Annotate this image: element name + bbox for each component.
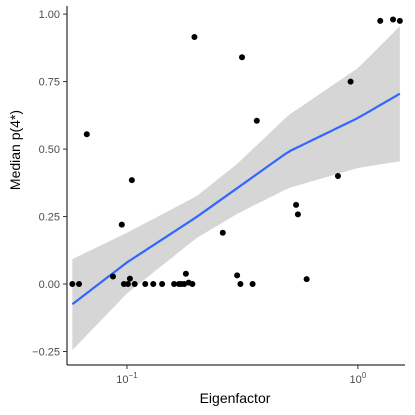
y-tick-label: −0.25 [32, 347, 60, 359]
data-point [377, 17, 384, 24]
data-point [253, 117, 260, 124]
data-point [171, 281, 178, 288]
data-point [124, 281, 131, 288]
data-point [126, 275, 133, 282]
data-point [118, 221, 125, 228]
data-point [234, 272, 241, 279]
data-point [293, 201, 300, 208]
data-point [159, 281, 166, 288]
data-point [69, 281, 76, 288]
data-point [182, 270, 189, 277]
data-point [191, 34, 198, 41]
points-layer [69, 16, 403, 288]
y-tick-label: 0.50 [39, 144, 60, 156]
data-point [294, 211, 301, 218]
y-tick-label: 1.00 [39, 9, 60, 21]
y-axis-title: Median p(4*) [7, 110, 23, 190]
y-ticks-layer: −0.25 0.00 0.25 0.50 0.75 1.00 [32, 9, 67, 359]
data-point [347, 78, 354, 85]
data-point [239, 54, 246, 61]
data-point [128, 177, 135, 184]
data-point [150, 281, 157, 288]
data-point [390, 16, 397, 23]
axes-layer [66, 6, 405, 366]
y-tick-label: 0.00 [39, 279, 60, 291]
x-ticks-layer: 10−1 100 [116, 365, 367, 386]
data-point [76, 281, 83, 288]
y-tick-label: 0.75 [39, 77, 60, 89]
data-point [131, 281, 138, 288]
fit-line-layer [71, 92, 401, 306]
data-point [83, 131, 90, 138]
data-point [109, 273, 116, 280]
data-point [249, 281, 256, 288]
data-point [396, 17, 403, 24]
x-axis-title: Eigenfactor [200, 390, 271, 406]
x-tick-label: 100 [350, 371, 367, 386]
regression-line [71, 92, 401, 306]
data-point [237, 281, 244, 288]
data-point [303, 276, 310, 283]
y-tick-label: 0.25 [39, 212, 60, 224]
data-point [189, 281, 196, 288]
data-point [334, 173, 341, 180]
data-point [219, 229, 226, 236]
data-point [142, 281, 149, 288]
x-tick-label: 10−1 [116, 371, 138, 386]
